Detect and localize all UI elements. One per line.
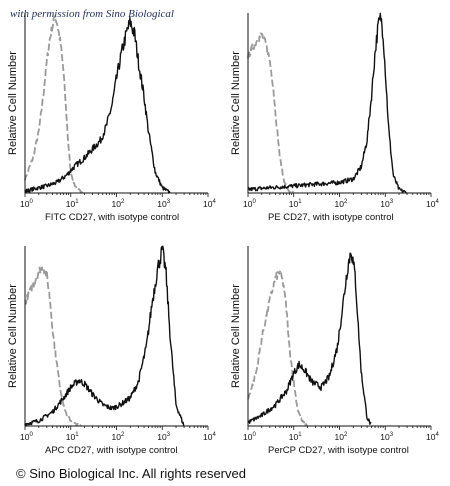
histogram-chart: 100 101 102 103 104 APC CD27, with isotype co… <box>7 245 216 456</box>
x-tick-label: 104 <box>426 199 439 209</box>
x-tick-label: 104 <box>203 199 216 209</box>
histogram-panel: 100 101 102 103 104 APC CD27, with isotype co… <box>5 238 216 456</box>
x-tick-label: 102 <box>112 432 125 442</box>
x-tick-label: 103 <box>380 199 393 209</box>
isotype-control-curve <box>247 32 295 194</box>
isotype-control-curve <box>247 269 308 427</box>
histogram-panel: 100 101 102 103 104 PE CD27, with isotype con… <box>228 5 439 223</box>
x-axis-label: PE CD27, with isotype control <box>268 212 394 223</box>
cd27-sample-curve <box>24 16 171 194</box>
isotype-control-curve <box>24 266 82 427</box>
histogram-panel: 100 101 102 103 104 FITC CD27, with isotype c… <box>5 5 216 223</box>
cd27-sample-curve <box>247 252 372 425</box>
histogram-chart: 100 101 102 103 104 PE CD27, with isotype con… <box>230 12 439 223</box>
x-axis-label: APC CD27, with isotype control <box>45 445 178 456</box>
y-axis-label: Relative Cell Number <box>230 284 242 388</box>
histogram-panel: 100 101 102 103 104 PerCP CD27, with isotype … <box>228 238 439 456</box>
copyright-text: © Sino Biological Inc. All rights reserv… <box>16 466 246 481</box>
x-tick-label: 101 <box>66 199 79 209</box>
histogram-chart: 100 101 102 103 104 PerCP CD27, with isotype … <box>230 246 439 456</box>
isotype-control-curve <box>24 15 85 194</box>
x-tick-label: 101 <box>289 199 302 209</box>
x-tick-label: 100 <box>20 199 33 209</box>
x-tick-label: 100 <box>20 432 33 442</box>
x-axis-label: PerCP CD27, with isotype control <box>268 445 409 456</box>
x-tick-label: 101 <box>289 432 302 442</box>
watermark-text: with permission from Sino Biological <box>10 8 174 20</box>
x-tick-label: 102 <box>335 432 348 442</box>
x-tick-label: 103 <box>157 199 170 209</box>
x-tick-label: 104 <box>426 432 439 442</box>
x-tick-label: 100 <box>243 199 256 209</box>
x-tick-label: 103 <box>380 432 393 442</box>
x-tick-label: 103 <box>157 432 170 442</box>
x-tick-label: 102 <box>335 199 348 209</box>
y-axis-label: Relative Cell Number <box>7 284 19 388</box>
cd27-sample-curve <box>24 245 185 427</box>
cd27-sample-curve <box>247 12 407 194</box>
y-axis-label: Relative Cell Number <box>230 51 242 155</box>
x-tick-label: 104 <box>203 432 216 442</box>
x-axis-label: FITC CD27, with isotype control <box>45 212 179 223</box>
x-tick-label: 101 <box>66 432 79 442</box>
histogram-chart: 100 101 102 103 104 FITC CD27, with isotype c… <box>7 13 216 223</box>
x-tick-label: 102 <box>112 199 125 209</box>
x-tick-label: 100 <box>243 432 256 442</box>
y-axis-label: Relative Cell Number <box>7 51 19 155</box>
